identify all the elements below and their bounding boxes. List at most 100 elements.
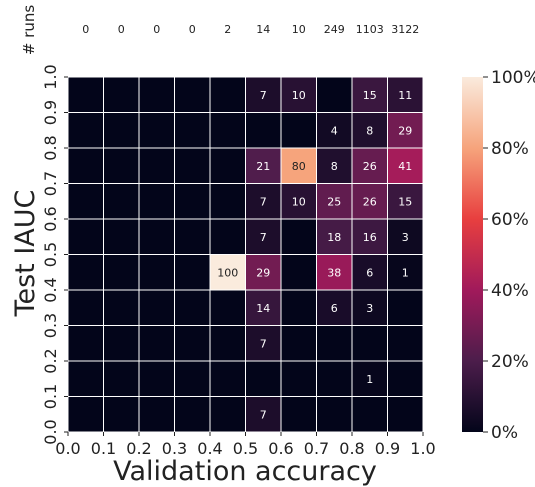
heatmap-cell <box>316 396 353 433</box>
heatmap-cell <box>67 254 104 291</box>
heatmap-cell <box>245 76 282 113</box>
y-tick-label: 0.7 <box>41 171 60 196</box>
heatmap-cell <box>387 183 424 220</box>
x-tick-label: 0.4 <box>197 439 222 458</box>
cell-value-label: 1 <box>402 266 409 279</box>
heatmap-cell <box>209 396 246 433</box>
run-count-label: 0 <box>189 23 196 36</box>
heatmap-cell <box>138 218 175 255</box>
heatmap-cell <box>351 289 388 326</box>
heatmap-cell <box>103 396 140 433</box>
heatmap-cell <box>387 325 424 362</box>
run-count-label: 2 <box>224 23 231 36</box>
heatmap-cell <box>209 289 246 326</box>
cell-value-label: 6 <box>366 266 373 279</box>
cell-value-label: 26 <box>363 160 377 173</box>
cell-value-label: 14 <box>256 302 270 315</box>
heatmap-cell <box>103 360 140 397</box>
heatmap-cell <box>245 147 282 184</box>
heatmap-cell <box>174 218 211 255</box>
cell-value-label: 29 <box>256 266 270 279</box>
cell-value-label: 7 <box>260 337 267 350</box>
heatmap-cell <box>209 147 246 184</box>
heatmap-cell <box>103 183 140 220</box>
heatmap-cell <box>67 147 104 184</box>
cell-value-label: 11 <box>398 89 412 102</box>
heatmap-cell <box>138 254 175 291</box>
cell-value-label: 7 <box>260 408 267 421</box>
cell-value-label: 21 <box>256 160 270 173</box>
heatmap-cell <box>67 112 104 149</box>
heatmap-cell <box>387 254 424 291</box>
cell-value-label: 4 <box>331 124 338 137</box>
heatmap-cell <box>209 183 246 220</box>
x-tick-label: 0.6 <box>268 439 293 458</box>
heatmap-cell <box>67 218 104 255</box>
colorbar-tick-label: 20% <box>491 352 529 372</box>
x-axis-ticks: 0.0 0.1 0.2 0.3 0.4 0.5 0.6 0.7 0.8 0.9 1.0 <box>55 432 436 458</box>
y-tick-label: 0.8 <box>41 135 60 160</box>
cell-value-label: 29 <box>398 124 412 137</box>
heatmap-cell <box>138 325 175 362</box>
heatmap-cell <box>280 183 317 220</box>
heatmap-cell <box>103 76 140 113</box>
heatmap-cell <box>280 360 317 397</box>
x-tick-label: 0.7 <box>304 439 329 458</box>
run-count-label: 1103 <box>356 23 384 36</box>
heatmap-cell <box>387 360 424 397</box>
heatmap-cell <box>245 289 282 326</box>
y-tick-label: 0.6 <box>41 206 60 231</box>
heatmap-cell <box>351 360 388 397</box>
heatmap-cell <box>245 360 282 397</box>
heatmap-cell <box>387 218 424 255</box>
cell-value-label: 7 <box>260 89 267 102</box>
run-counts-row: 0 0 0 0 2 14 10 249 1103 3122 <box>82 23 419 36</box>
colorbar-tick-label: 100% <box>491 68 535 88</box>
heatmap-cell <box>174 289 211 326</box>
run-count-label: 3122 <box>391 23 419 36</box>
cell-value-label: 15 <box>363 89 377 102</box>
heatmap-cell <box>174 112 211 149</box>
cell-value-label: 15 <box>398 195 412 208</box>
runs-label: # runs <box>20 5 38 56</box>
run-count-label: 249 <box>324 23 345 36</box>
heatmap-cell <box>351 396 388 433</box>
heatmap-cell <box>387 76 424 113</box>
heatmap-cell <box>387 396 424 433</box>
heatmap-cell <box>316 289 353 326</box>
x-tick-label: 0.2 <box>126 439 151 458</box>
heatmap-cell <box>174 147 211 184</box>
x-tick-label: 0.9 <box>375 439 400 458</box>
y-tick-label: 0.9 <box>41 100 60 125</box>
heatmap-cell <box>280 325 317 362</box>
heatmap-cell <box>67 360 104 397</box>
colorbar-tick-label: 80% <box>491 139 529 159</box>
heatmap-cell <box>174 254 211 291</box>
y-axis-ticks: 0.0 0.1 0.2 0.3 0.4 0.5 0.6 0.7 0.8 0.9 1.0 <box>41 64 68 445</box>
heatmap-cell <box>138 183 175 220</box>
x-axis-label: Validation accuracy <box>113 456 377 487</box>
heatmap-cell <box>209 254 246 291</box>
heatmap-cell <box>138 147 175 184</box>
heatmap-cell <box>138 112 175 149</box>
heatmap-cell <box>280 218 317 255</box>
heatmap-cell <box>280 76 317 113</box>
x-tick-label: 0.5 <box>233 439 258 458</box>
heatmap-cell <box>351 325 388 362</box>
cell-value-label: 10 <box>292 89 306 102</box>
cell-value-label: 6 <box>331 302 338 315</box>
cell-value-label: 100 <box>217 266 238 279</box>
cell-value-label: 8 <box>366 124 373 137</box>
y-tick-label: 0.4 <box>41 277 60 302</box>
heatmap-cell <box>103 112 140 149</box>
x-tick-label: 0.0 <box>55 439 80 458</box>
heatmap-cell <box>245 112 282 149</box>
x-tick-label: 0.1 <box>91 439 116 458</box>
heatmap-cell <box>351 218 388 255</box>
heatmap-cell <box>280 112 317 149</box>
cell-value-label: 18 <box>327 231 341 244</box>
heatmap-cell <box>174 325 211 362</box>
cell-value-label: 41 <box>398 160 412 173</box>
